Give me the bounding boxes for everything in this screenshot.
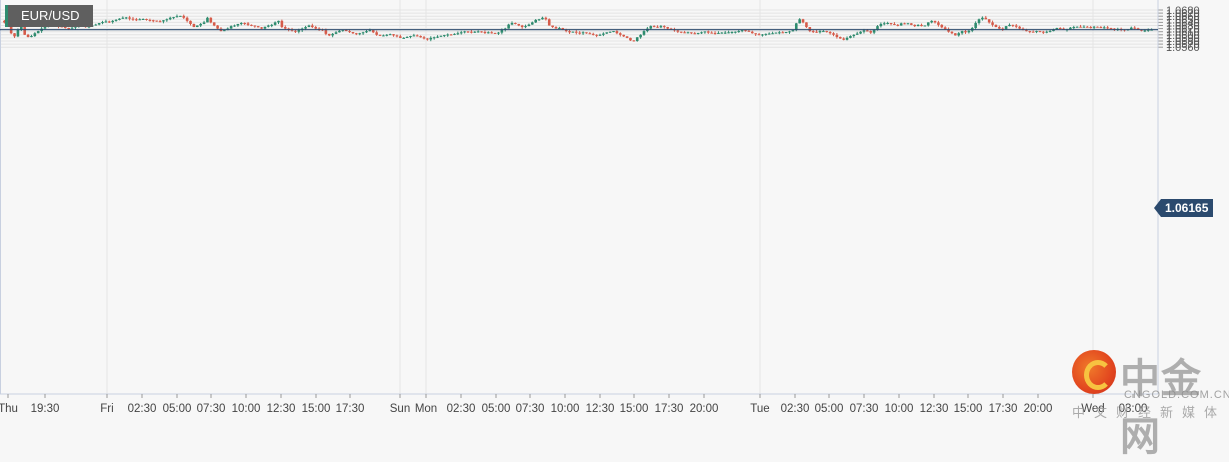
x-tick-label: 10:00 xyxy=(551,403,580,415)
x-tick-label: 07:30 xyxy=(197,403,226,415)
y-tick-label: 1.0590 xyxy=(1166,33,1200,45)
x-tick-label: 07:30 xyxy=(516,403,545,415)
x-tick-label: 15:00 xyxy=(620,403,649,415)
chart-canvas[interactable]: 1.06801.06701.06601.06501.06401.06301.06… xyxy=(0,0,1229,420)
x-tick-label: 10:00 xyxy=(885,403,914,415)
x-tick-label: 07:30 xyxy=(850,403,879,415)
y-tick-label: 1.0670 xyxy=(1166,8,1200,20)
x-tick-label: 02:30 xyxy=(781,403,810,415)
x-tick-label: 12:30 xyxy=(267,403,296,415)
candles xyxy=(3,14,1153,42)
x-tick-label: 05:00 xyxy=(815,403,844,415)
x-tick-label: 05:00 xyxy=(482,403,511,415)
y-tick-label: 1.0560 xyxy=(1166,42,1200,54)
x-tick-label: 20:00 xyxy=(690,403,719,415)
y-tick-label: 1.0660 xyxy=(1166,11,1200,23)
x-tick-label: 12:30 xyxy=(920,403,949,415)
y-tick-label: 1.0650 xyxy=(1166,14,1200,26)
y-tick-label: 1.0600 xyxy=(1166,30,1200,42)
x-tick-label: 15:00 xyxy=(302,403,331,415)
x-tick-label: 17:30 xyxy=(336,403,365,415)
x-tick-label: Tue xyxy=(750,403,769,415)
x-tick-label: 12:30 xyxy=(586,403,615,415)
x-tick-label: Wed xyxy=(1081,403,1104,415)
x-tick-label: Mon xyxy=(415,403,437,415)
cngold-logo-icon xyxy=(1072,350,1116,394)
x-tick-label: 19:30 xyxy=(31,403,60,415)
watermark-domain: CNGOLD.COM.CN xyxy=(1124,389,1229,401)
x-tick-label: 15:00 xyxy=(954,403,983,415)
x-tick-label: 17:30 xyxy=(655,403,684,415)
x-tick-label: 20:00 xyxy=(1024,403,1053,415)
x-tick-label: 02:30 xyxy=(128,403,157,415)
watermark: 中金网 CNGOLD.COM.CN 中文财经新媒体 xyxy=(1072,348,1229,460)
y-tick-label: 1.0620 xyxy=(1166,24,1200,36)
y-tick-label: 1.0630 xyxy=(1166,21,1200,33)
y-tick-label: 1.0680 xyxy=(1166,5,1200,17)
x-tick-label: 03:00 xyxy=(1119,403,1148,415)
x-tick-label: 05:00 xyxy=(163,403,192,415)
x-tick-label: Fri xyxy=(100,403,113,415)
y-tick-label: 1.0610 xyxy=(1166,27,1200,39)
y-tick-label: 1.0570 xyxy=(1166,39,1200,51)
watermark-subtitle: 中文财经新媒体 xyxy=(1072,405,1227,420)
y-tick-label: 1.0640 xyxy=(1166,17,1200,29)
x-tick-label: 10:00 xyxy=(232,403,261,415)
x-tick-label: 02:30 xyxy=(447,403,476,415)
x-tick-label: Sun xyxy=(390,403,410,415)
x-tick-label: 17:30 xyxy=(989,403,1018,415)
symbol-badge: EUR/USD xyxy=(5,5,93,27)
current-price-tag: 1.06165 xyxy=(1153,199,1214,217)
x-tick-label: Thu xyxy=(0,403,18,415)
y-tick-label: 1.0580 xyxy=(1166,36,1200,48)
